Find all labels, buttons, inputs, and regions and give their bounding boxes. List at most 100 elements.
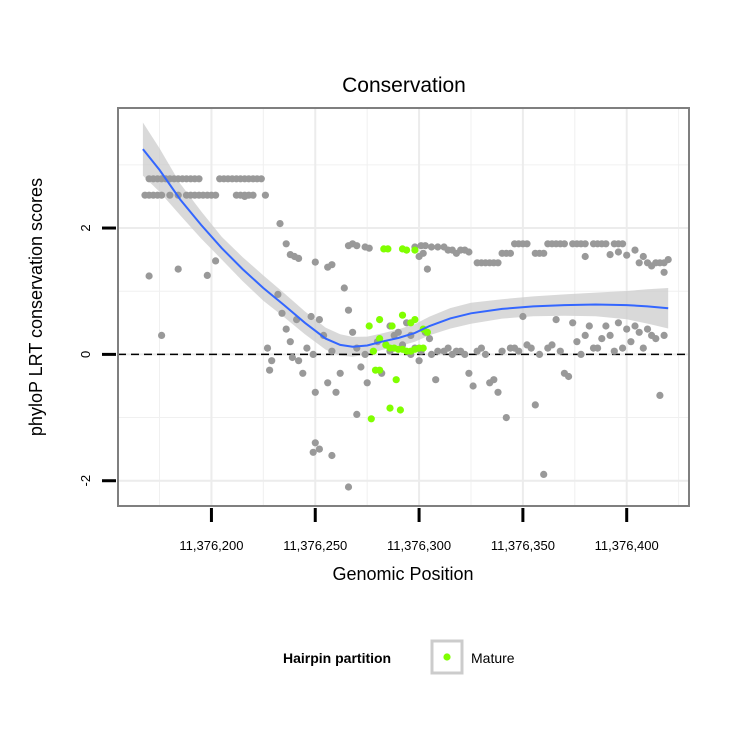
y-tick-label-0: -2 bbox=[78, 475, 93, 487]
point-other-228 bbox=[656, 391, 664, 399]
point-other-222 bbox=[631, 322, 639, 330]
point-mature-29 bbox=[396, 406, 404, 414]
point-other-50 bbox=[241, 192, 249, 200]
point-other-130 bbox=[282, 325, 290, 333]
point-other-169 bbox=[415, 357, 423, 365]
point-other-215 bbox=[602, 322, 610, 330]
point-other-200 bbox=[540, 470, 548, 478]
point-other-100 bbox=[581, 240, 589, 248]
point-mature-10 bbox=[411, 316, 419, 324]
x-tick-label-2: 11,376,300 bbox=[387, 538, 451, 553]
chart-title: Conservation bbox=[342, 74, 466, 97]
point-other-138 bbox=[309, 350, 317, 358]
x-tick-label-3: 11,376,350 bbox=[491, 538, 555, 553]
point-other-125 bbox=[263, 344, 272, 352]
point-other-157 bbox=[309, 448, 317, 456]
point-other-144 bbox=[332, 388, 340, 396]
x-axis-title: Genomic Position bbox=[332, 564, 473, 584]
point-other-63 bbox=[365, 244, 373, 252]
point-other-51 bbox=[276, 220, 284, 228]
point-other-108 bbox=[606, 251, 614, 259]
point-other-75 bbox=[465, 248, 473, 256]
point-other-139 bbox=[311, 388, 319, 396]
point-other-218 bbox=[614, 319, 623, 327]
point-other-229 bbox=[660, 331, 668, 339]
point-mature-7 bbox=[388, 322, 396, 330]
point-mature-26 bbox=[376, 366, 384, 374]
point-mature-3 bbox=[403, 246, 411, 254]
point-other-173 bbox=[427, 350, 436, 358]
smooth-fit-line bbox=[142, 148, 669, 348]
point-other-151 bbox=[361, 350, 369, 358]
point-other-177 bbox=[444, 344, 452, 352]
points-other bbox=[141, 175, 672, 491]
legend-key-mature bbox=[443, 653, 451, 661]
point-mature-23 bbox=[423, 328, 431, 336]
point-mature-6 bbox=[376, 316, 384, 324]
point-other-204 bbox=[556, 347, 564, 355]
point-other-110 bbox=[631, 246, 639, 254]
point-other-150 bbox=[357, 363, 365, 371]
point-other-213 bbox=[594, 344, 602, 352]
point-other-129 bbox=[278, 309, 286, 317]
point-other-152 bbox=[363, 379, 371, 387]
point-other-221 bbox=[627, 338, 635, 346]
point-mature-30 bbox=[367, 415, 375, 423]
point-other-223 bbox=[635, 328, 643, 336]
point-mature-22 bbox=[419, 344, 427, 352]
point-other-46 bbox=[158, 331, 166, 339]
point-other-81 bbox=[494, 259, 502, 267]
point-other-224 bbox=[639, 344, 647, 352]
point-other-107 bbox=[619, 240, 627, 248]
x-axis: 11,376,200 11,376,250 11,376,300 11,376,350… bbox=[179, 508, 659, 553]
point-other-5 bbox=[166, 191, 174, 199]
y-axis-title: phyloP LRT conservation scores bbox=[26, 178, 46, 436]
point-other-132 bbox=[288, 353, 296, 362]
point-other-198 bbox=[531, 401, 539, 409]
point-other-67 bbox=[427, 243, 436, 251]
point-other-135 bbox=[299, 369, 307, 377]
point-other-128 bbox=[274, 290, 282, 298]
point-mature-8 bbox=[398, 311, 407, 319]
point-other-118 bbox=[660, 268, 668, 276]
point-other-174 bbox=[432, 376, 440, 384]
point-other-143 bbox=[328, 347, 336, 355]
point-other-58 bbox=[328, 261, 336, 269]
point-other-195 bbox=[519, 312, 527, 321]
point-other-117 bbox=[664, 256, 672, 264]
point-other-220 bbox=[623, 325, 631, 333]
point-other-33 bbox=[195, 175, 203, 183]
points-mature bbox=[365, 245, 431, 423]
point-other-156 bbox=[315, 445, 323, 453]
point-other-142 bbox=[324, 379, 332, 387]
point-other-175 bbox=[434, 347, 442, 355]
point-other-126 bbox=[266, 366, 274, 374]
point-other-109 bbox=[623, 251, 631, 259]
point-other-145 bbox=[336, 369, 344, 377]
point-other-183 bbox=[469, 382, 477, 390]
y-axis: -2 0 2 bbox=[78, 224, 116, 487]
point-other-122 bbox=[581, 252, 589, 261]
point-other-66 bbox=[421, 242, 429, 250]
point-other-88 bbox=[523, 240, 531, 248]
point-other-219 bbox=[619, 344, 627, 352]
point-other-153 bbox=[353, 410, 361, 418]
point-other-14 bbox=[212, 191, 220, 199]
point-other-147 bbox=[344, 306, 353, 314]
point-other-211 bbox=[585, 322, 593, 330]
y-tick-label-2: 2 bbox=[78, 224, 93, 231]
legend-label-mature: Mature bbox=[471, 650, 515, 666]
point-other-136 bbox=[303, 344, 311, 352]
x-tick-label-1: 11,376,250 bbox=[283, 538, 347, 553]
point-other-49 bbox=[212, 257, 220, 265]
point-other-123 bbox=[614, 248, 623, 256]
point-other-52 bbox=[282, 240, 290, 248]
point-other-214 bbox=[598, 335, 606, 343]
point-other-209 bbox=[577, 350, 585, 358]
point-mature-1 bbox=[384, 245, 392, 253]
point-other-84 bbox=[506, 249, 514, 257]
point-other-91 bbox=[540, 249, 548, 257]
point-other-47 bbox=[174, 265, 182, 273]
point-other-188 bbox=[490, 376, 498, 384]
point-other-127 bbox=[268, 357, 276, 365]
